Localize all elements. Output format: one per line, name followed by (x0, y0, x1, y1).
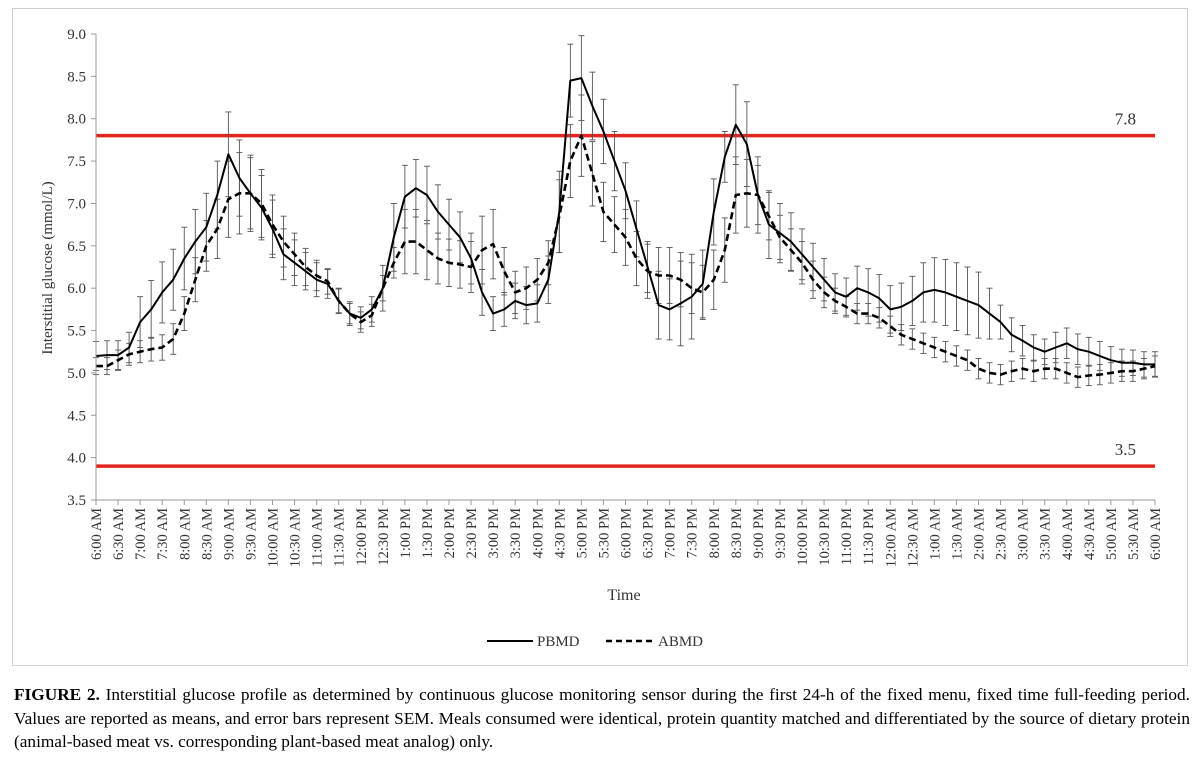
x-tick-label: 10:00 AM (266, 508, 282, 567)
y-tick-label: 8.0 (67, 112, 86, 128)
error-bar-abmd (876, 307, 883, 329)
y-tick-label: 7.5 (67, 154, 86, 170)
glucose-line-chart: 7.8 3.5 3.5 4.0 4.5 5.0 5.5 6.0 6.5 7.0 7.5 8.0 8.5… (40, 27, 1164, 650)
y-tick-label: 6.0 (67, 281, 86, 297)
legend: PBMD ABMD (487, 634, 703, 650)
y-tick-label: 5.5 (67, 324, 86, 340)
chart-frame (12, 8, 1188, 666)
error-bar-abmd (302, 247, 309, 287)
x-tick-label: 3:00 AM (1016, 508, 1032, 560)
x-tick-label: 5:00 PM (574, 508, 590, 558)
error-bar-abmd (423, 219, 430, 281)
y-axis-title: Interstitial glucose (mmol/L) (40, 181, 56, 354)
y-tick-label: 9.0 (67, 27, 86, 43)
x-tick-label: 8:00 PM (707, 508, 723, 558)
x-tick-label: 1:30 PM (420, 508, 436, 558)
x-tick-label: 3:00 PM (486, 508, 502, 558)
x-tick-label: 4:00 PM (530, 508, 546, 558)
x-tick-label: 6:00 AM (1148, 508, 1164, 560)
error-bar-abmd (501, 247, 508, 296)
x-tick-label: 11:00 PM (839, 508, 855, 565)
y-tick-labels: 3.5 4.0 4.5 5.0 5.5 6.0 6.5 7.0 7.5 8.0 8.5 9.0 (67, 27, 96, 509)
y-tick-label: 6.5 (67, 239, 86, 255)
x-tick-label: 1:30 AM (949, 508, 965, 560)
legend-abmd-label: ABMD (658, 634, 703, 650)
figure-caption: FIGURE 2. Interstitial glucose profile a… (14, 683, 1190, 754)
x-tick-label: 9:00 AM (221, 508, 237, 560)
x-tick-label: 10:30 AM (288, 508, 304, 567)
y-tick-label: 5.0 (67, 366, 86, 382)
series-line-pbmd (95, 77, 1155, 366)
x-tick-label: 8:30 PM (729, 508, 745, 558)
x-tick-label: 2:30 AM (994, 508, 1010, 560)
y-tick-label: 7.0 (67, 196, 86, 212)
x-tick-label: 12:00 AM (883, 508, 899, 567)
reference-lines: 7.8 3.5 (96, 110, 1155, 468)
x-tick-label: 7:30 PM (685, 508, 701, 558)
x-tick-label: 9:30 AM (243, 508, 259, 560)
x-tick-label: 1:00 AM (927, 508, 943, 560)
y-tick-label: 4.0 (67, 451, 86, 467)
error-bar-abmd (799, 241, 805, 285)
error-bar-abmd (280, 215, 287, 268)
error-bar-abmd (975, 358, 982, 380)
x-tick-label: 11:30 PM (861, 508, 877, 565)
x-tick-label: 8:30 AM (199, 508, 215, 560)
error-bars (93, 35, 1158, 388)
series-lines (95, 77, 1156, 379)
x-tick-label: 10:00 PM (795, 508, 811, 566)
caption-text: Interstitial glucose profile as determin… (14, 685, 1190, 751)
error-bar-abmd (401, 208, 408, 275)
x-tick-label: 6:30 AM (111, 508, 127, 560)
x-tick-label: 11:30 AM (332, 508, 348, 567)
x-tick-label: 7:00 PM (663, 508, 679, 558)
x-tick-label: 4:30 PM (552, 508, 568, 558)
x-tick-label: 3:30 PM (508, 508, 524, 558)
x-tick-label: 2:00 PM (442, 508, 458, 558)
x-tick-label: 3:30 AM (1038, 508, 1054, 560)
reference-label-3.5: 3.5 (1115, 440, 1136, 459)
x-tick-label: 5:30 PM (596, 508, 612, 558)
x-tick-label: 5:30 AM (1126, 508, 1142, 560)
series-line-abmd (96, 134, 1156, 379)
x-tick-label: 12:00 PM (354, 508, 370, 566)
caption-label: FIGURE 2. (14, 685, 100, 704)
x-tick-label: 12:30 PM (376, 508, 392, 566)
error-bar-abmd (567, 124, 574, 198)
y-tick-label: 8.5 (67, 69, 86, 85)
x-tick-label: 8:00 AM (177, 508, 193, 560)
error-bar-abmd (412, 208, 419, 275)
x-tick-label: 9:30 PM (773, 508, 789, 558)
legend-pbmd-label: PBMD (537, 634, 580, 650)
axes (95, 34, 1155, 501)
x-tick-label: 4:30 AM (1082, 508, 1098, 560)
x-tick-label: 1:00 PM (398, 508, 414, 558)
x-tick-label: 4:00 AM (1060, 508, 1076, 560)
x-tick-label: 10:30 PM (817, 508, 833, 566)
error-bar-abmd (887, 315, 894, 337)
error-bar-abmd (964, 349, 971, 371)
x-tick-label: 2:30 PM (464, 508, 480, 558)
x-tick-label: 7:00 AM (133, 508, 149, 560)
x-tick-label: 11:00 AM (310, 508, 326, 567)
x-tick-label: 2:00 AM (972, 508, 988, 560)
x-tick-label: 7:30 AM (155, 508, 171, 560)
x-tick-label: 5:00 AM (1104, 508, 1120, 560)
error-bar-abmd (258, 169, 265, 238)
y-tick-label: 4.5 (67, 408, 86, 424)
x-tick-label: 12:30 AM (905, 508, 921, 567)
x-tick-labels: 6:00 AM 6:30 AM 7:00 AM 7:30 AM 8:00 AM 8:30 … (89, 500, 1164, 567)
reference-label-7.8: 7.8 (1115, 110, 1136, 129)
x-tick-label: 9:00 PM (751, 508, 767, 558)
x-tick-label: 6:00 PM (619, 508, 635, 558)
y-tick-label: 3.5 (67, 493, 86, 509)
x-tick-label: 6:00 AM (89, 508, 105, 560)
error-bar-abmd (688, 262, 695, 315)
x-axis-title: Time (607, 587, 640, 604)
x-tick-label: 6:30 PM (641, 508, 657, 558)
error-bar-abmd (589, 141, 596, 207)
